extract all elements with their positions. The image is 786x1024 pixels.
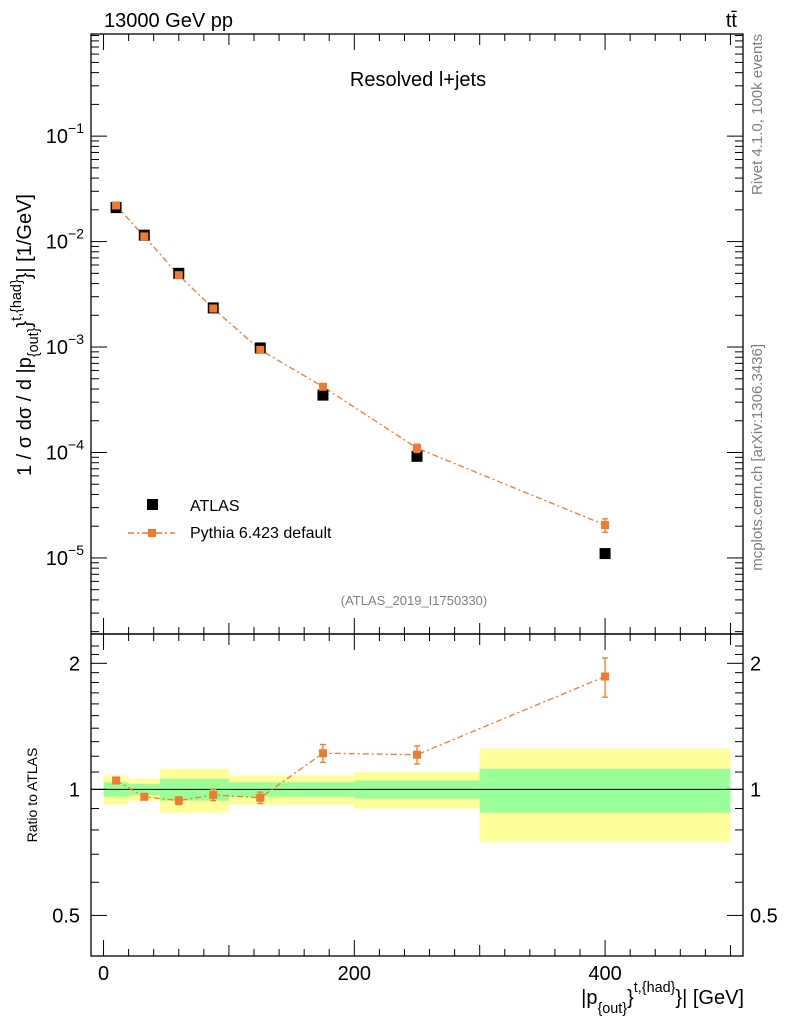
analysis-id: (ATLAS_2019_I1750330) (341, 593, 487, 608)
ratio-y-tick-label-right-1: 1 (750, 779, 761, 801)
mc-ratio-point-1 (140, 792, 149, 801)
x-tick-label-0: 0 (98, 963, 109, 985)
ratio-y-tick-label-left-2: 2 (69, 653, 80, 675)
mc-ratio-point-2 (174, 796, 183, 805)
ratio-y-tick-label-right-0: 0.5 (750, 905, 778, 927)
legend: ATLAS Pythia 6.423 default (128, 498, 332, 542)
legend-data-marker (147, 499, 158, 510)
ratio-uncertainty-bands (91, 748, 743, 842)
x-tick-label-2: 400 (588, 963, 621, 985)
ratio-y-axis-label: Ratio to ATLAS (24, 748, 40, 843)
mc-point-3 (209, 304, 218, 313)
data-point-7 (599, 548, 611, 560)
ratio-plot (112, 657, 610, 806)
y-tick-label-3: 10−2 (46, 226, 84, 254)
axes: 0 200 400 10−5 10−4 10−3 10−2 10−1 0.5 0.5 1 1 2 2 (46, 33, 778, 985)
plot-title: Resolved l+jets (350, 69, 486, 91)
mc-ratio-point-7 (601, 672, 610, 681)
mc-point-4 (256, 345, 265, 354)
main-y-axis-label: 1 / σ dσ / d |p{out}}t,{had}}| [1/GeV] (9, 194, 42, 476)
x-tick-label-1: 200 (338, 963, 371, 985)
process-label: tt̄ (726, 10, 738, 32)
ratio-y-tick-label-left-0: 0.5 (52, 905, 80, 927)
x-axis-label: |p{out}}t,{had}}| [GeV] (581, 980, 744, 1017)
svg-text:1 / σ dσ / d |p{out}}t,{had}}|: 1 / σ dσ / d |p{out}}t,{had}}| [1/GeV] (9, 194, 42, 476)
mc-point-5 (318, 382, 327, 391)
y-tick-label-0: 10−5 (46, 542, 84, 570)
rivet-label: Rivet 4.1.0, 100k events (749, 34, 766, 195)
mcplots-label: mcplots.cern.ch [arXiv:1306.3436] (749, 344, 766, 571)
mc-point-0 (112, 201, 121, 210)
y-tick-label-1: 10−4 (46, 436, 84, 464)
legend-data-label: ATLAS (190, 498, 240, 515)
mc-ratio-point-4 (256, 793, 265, 802)
mc-ratio-point-3 (209, 790, 218, 799)
y-tick-label-2: 10−3 (46, 331, 84, 359)
y-tick-label-4: 10−1 (46, 120, 84, 148)
mc-point-7 (601, 521, 610, 530)
mc-series-line (115, 205, 606, 526)
data-point-5 (317, 389, 329, 401)
ratio-y-tick-label-right-2: 2 (750, 653, 761, 675)
main-frame (90, 33, 744, 635)
energy-label: 13000 GeV pp (104, 10, 233, 32)
svg-text:|p{out}}t,{had}}| [GeV]: |p{out}}t,{had}}| [GeV] (581, 980, 744, 1017)
legend-mc-marker (148, 529, 156, 537)
mc-ratio-point-5 (318, 749, 327, 758)
mc-ratio-line (115, 675, 606, 802)
mc-point-1 (140, 232, 149, 241)
legend-mc-label: Pythia 6.423 default (190, 525, 332, 542)
mc-ratio-point-6 (413, 750, 421, 759)
mc-point-2 (174, 271, 183, 280)
band-inner-7 (479, 768, 731, 813)
data-point-6 (411, 450, 423, 462)
mc-point-6 (413, 444, 421, 453)
main-plot (110, 201, 611, 560)
mc-ratio-point-0 (112, 776, 121, 785)
ratio-frame (90, 633, 744, 957)
ratio-y-tick-label-left-1: 1 (69, 779, 80, 801)
